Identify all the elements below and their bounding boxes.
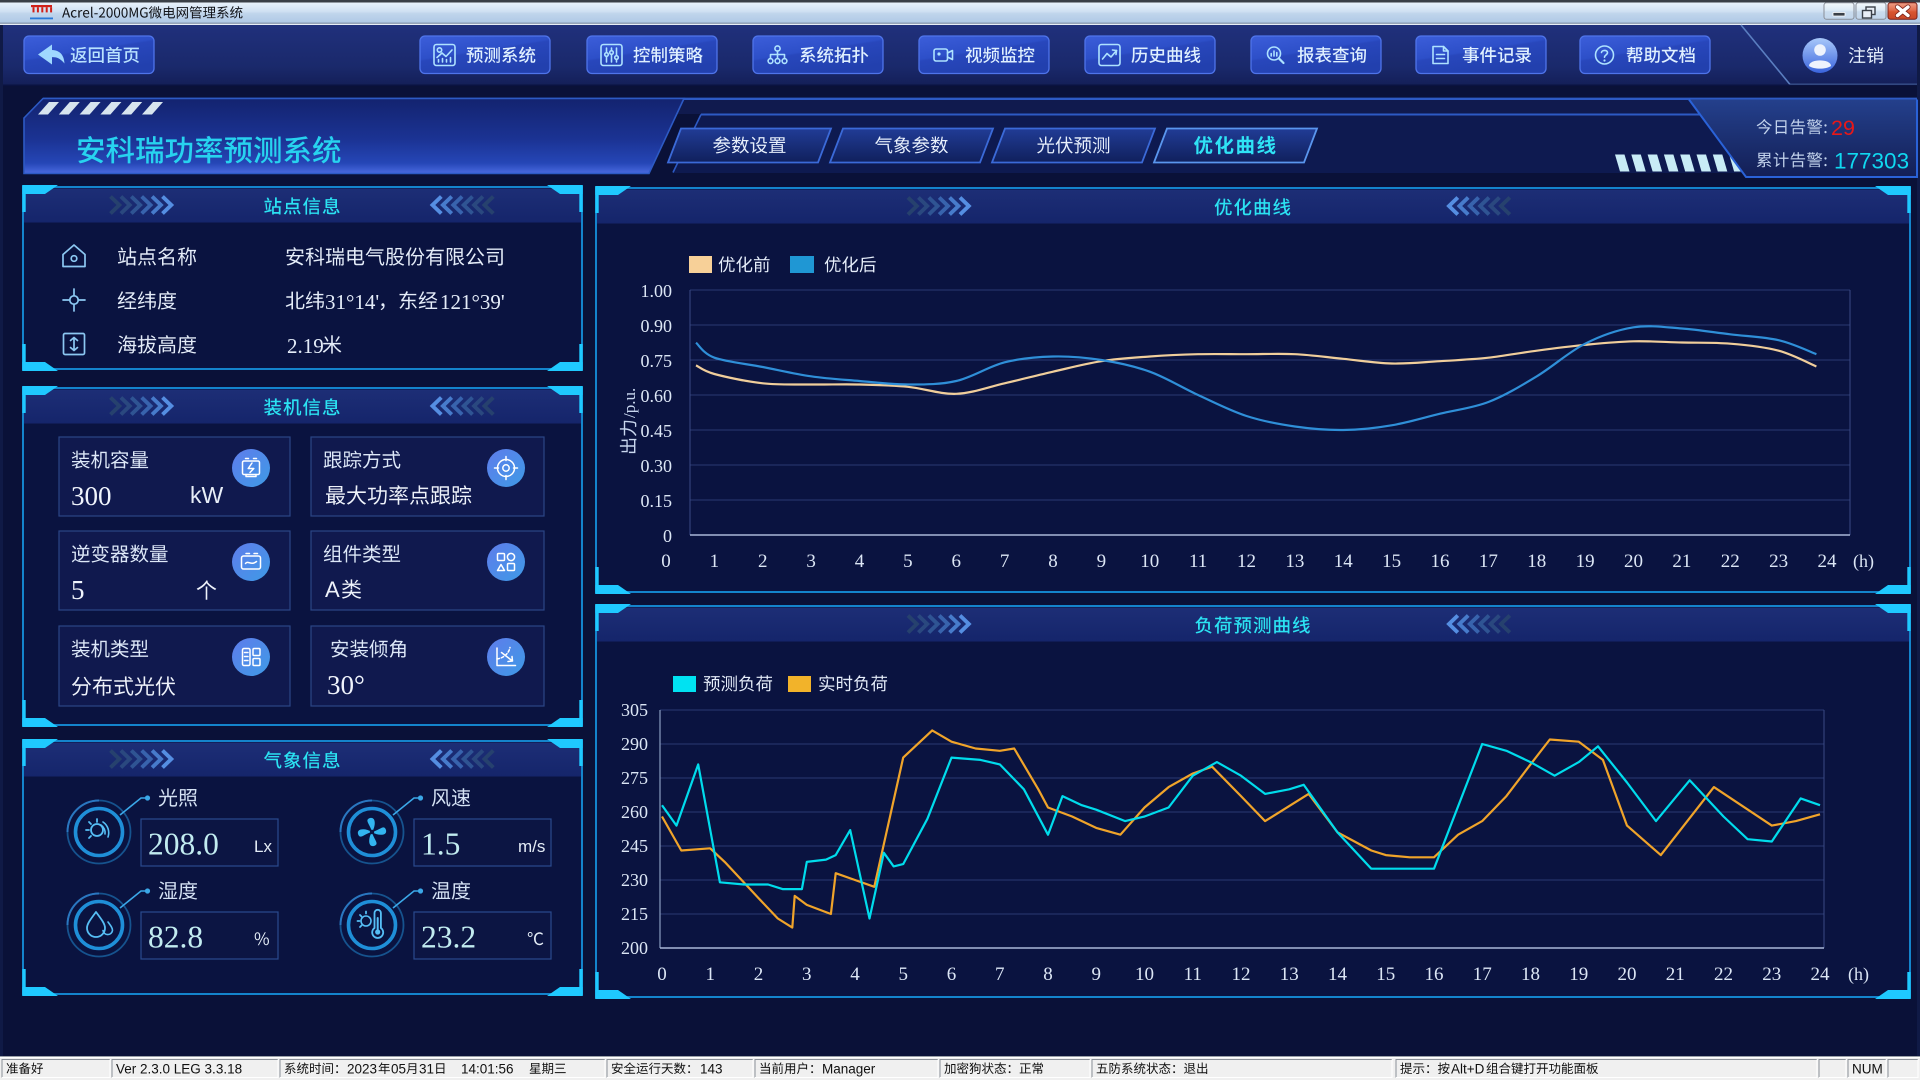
svg-text:0: 0 bbox=[657, 964, 667, 985]
svg-text:0: 0 bbox=[661, 551, 671, 572]
svg-text:2023: 2023 bbox=[347, 1062, 377, 1077]
svg-text:1.00: 1.00 bbox=[641, 281, 673, 301]
svg-text:7: 7 bbox=[995, 964, 1005, 985]
svg-text:Alt+D: Alt+D bbox=[1451, 1062, 1485, 1077]
svg-text:23: 23 bbox=[1762, 964, 1781, 985]
svg-text:14: 14 bbox=[1328, 964, 1348, 985]
svg-text:290: 290 bbox=[621, 734, 648, 754]
svg-text:7: 7 bbox=[1000, 551, 1010, 572]
svg-text:10: 10 bbox=[1135, 964, 1154, 985]
svg-text:8: 8 bbox=[1048, 551, 1058, 572]
svg-text:24: 24 bbox=[1818, 551, 1838, 572]
svg-text:2: 2 bbox=[754, 964, 764, 985]
svg-text:143: 143 bbox=[700, 1062, 723, 1077]
svg-text:6: 6 bbox=[947, 964, 957, 985]
svg-text:6: 6 bbox=[952, 551, 962, 572]
svg-text:kW: kW bbox=[190, 482, 224, 508]
svg-text:19: 19 bbox=[1569, 964, 1588, 985]
svg-text:0: 0 bbox=[663, 526, 672, 546]
svg-text:05: 05 bbox=[391, 1062, 406, 1077]
svg-text:121°39': 121°39' bbox=[440, 290, 505, 314]
svg-text:14:01:56: 14:01:56 bbox=[461, 1062, 514, 1077]
svg-text:260: 260 bbox=[621, 802, 648, 822]
svg-text:0.60: 0.60 bbox=[641, 386, 673, 406]
svg-text:11: 11 bbox=[1189, 551, 1207, 572]
svg-text:208.0: 208.0 bbox=[148, 827, 219, 862]
svg-text:200: 200 bbox=[621, 938, 648, 958]
svg-text:17: 17 bbox=[1479, 551, 1498, 572]
svg-text:305: 305 bbox=[621, 700, 648, 720]
svg-text:2: 2 bbox=[758, 551, 768, 572]
svg-text:22: 22 bbox=[1714, 964, 1733, 985]
svg-text:31°14': 31°14' bbox=[325, 290, 379, 314]
svg-text:31: 31 bbox=[419, 1062, 434, 1077]
svg-text:20: 20 bbox=[1624, 551, 1643, 572]
svg-text:5: 5 bbox=[903, 551, 913, 572]
svg-text:(h): (h) bbox=[1853, 551, 1874, 572]
svg-text:3: 3 bbox=[806, 551, 816, 572]
svg-text:8: 8 bbox=[1043, 964, 1053, 985]
svg-text:13: 13 bbox=[1280, 964, 1299, 985]
svg-text:22: 22 bbox=[1721, 551, 1740, 572]
svg-text:0.90: 0.90 bbox=[641, 316, 673, 336]
svg-text:3: 3 bbox=[802, 964, 812, 985]
svg-text:230: 230 bbox=[621, 870, 648, 890]
svg-text:0.15: 0.15 bbox=[641, 491, 673, 511]
svg-text:82.8: 82.8 bbox=[148, 920, 203, 955]
svg-text:23: 23 bbox=[1769, 551, 1788, 572]
svg-text:1: 1 bbox=[710, 551, 720, 572]
svg-text:15: 15 bbox=[1382, 551, 1401, 572]
svg-text:2.19: 2.19 bbox=[287, 334, 324, 358]
svg-text:0.30: 0.30 bbox=[641, 456, 673, 476]
svg-text:1: 1 bbox=[706, 964, 716, 985]
svg-text:18: 18 bbox=[1521, 964, 1540, 985]
svg-text:NUM: NUM bbox=[1852, 1062, 1883, 1077]
svg-text:16: 16 bbox=[1431, 551, 1450, 572]
svg-text:30°: 30° bbox=[327, 670, 365, 700]
svg-text:/p.u.: /p.u. bbox=[620, 388, 639, 418]
svg-text:0.45: 0.45 bbox=[641, 421, 673, 441]
svg-text:16: 16 bbox=[1425, 964, 1444, 985]
svg-text:24: 24 bbox=[1811, 964, 1831, 985]
svg-text:20: 20 bbox=[1618, 964, 1637, 985]
svg-text:21: 21 bbox=[1666, 964, 1685, 985]
svg-text:300: 300 bbox=[71, 481, 112, 511]
svg-text:9: 9 bbox=[1092, 964, 1102, 985]
svg-text:A: A bbox=[325, 577, 340, 602]
svg-text:Manager: Manager bbox=[822, 1062, 876, 1077]
svg-text:215: 215 bbox=[621, 904, 648, 924]
svg-text:14: 14 bbox=[1334, 551, 1354, 572]
svg-text:11: 11 bbox=[1184, 964, 1202, 985]
svg-text:0.75: 0.75 bbox=[641, 351, 673, 371]
svg-text:29: 29 bbox=[1831, 116, 1855, 140]
svg-text:18: 18 bbox=[1527, 551, 1546, 572]
svg-text:4: 4 bbox=[850, 964, 860, 985]
svg-text:15: 15 bbox=[1376, 964, 1395, 985]
svg-text:17: 17 bbox=[1473, 964, 1492, 985]
svg-text:10: 10 bbox=[1140, 551, 1159, 572]
svg-text:m/s: m/s bbox=[518, 837, 545, 856]
svg-text:13: 13 bbox=[1285, 551, 1304, 572]
svg-text:Lx: Lx bbox=[254, 837, 272, 856]
svg-text:Ver 2.3.0 LEG 3.3.18: Ver 2.3.0 LEG 3.3.18 bbox=[116, 1062, 242, 1077]
svg-text:4: 4 bbox=[855, 551, 865, 572]
svg-text:5: 5 bbox=[71, 575, 85, 605]
svg-text:19: 19 bbox=[1576, 551, 1595, 572]
svg-text:12: 12 bbox=[1237, 551, 1256, 572]
svg-text:245: 245 bbox=[621, 836, 648, 856]
svg-text:(h): (h) bbox=[1848, 964, 1869, 985]
svg-text:23.2: 23.2 bbox=[421, 920, 476, 955]
svg-text:177303: 177303 bbox=[1834, 149, 1909, 174]
svg-text:12: 12 bbox=[1232, 964, 1251, 985]
svg-text:21: 21 bbox=[1672, 551, 1691, 572]
svg-text:9: 9 bbox=[1097, 551, 1107, 572]
svg-text:275: 275 bbox=[621, 768, 648, 788]
svg-text:5: 5 bbox=[899, 964, 909, 985]
svg-text:1.5: 1.5 bbox=[421, 827, 460, 862]
